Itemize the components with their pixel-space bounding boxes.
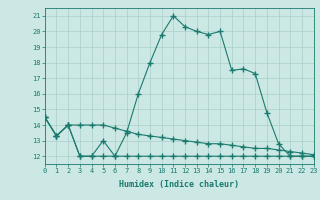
X-axis label: Humidex (Indice chaleur): Humidex (Indice chaleur) (119, 180, 239, 189)
